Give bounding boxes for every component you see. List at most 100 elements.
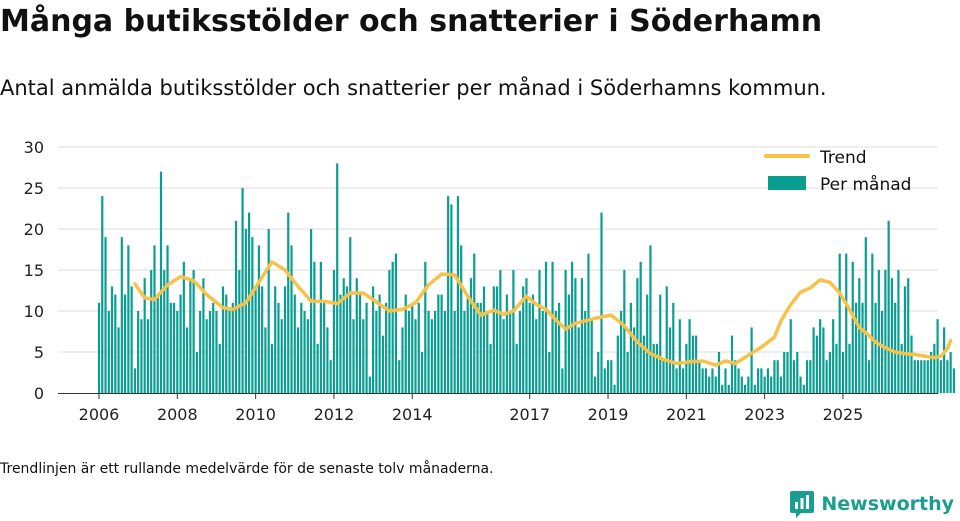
bar (169, 302, 172, 393)
x-axis-ticks: 2006 2008 2010 2012 2014 2017 2019 2021 2023 2025 (79, 393, 863, 424)
bar (199, 311, 202, 393)
bar (877, 270, 880, 393)
bar (486, 311, 489, 393)
bar (805, 360, 809, 393)
bar (815, 335, 818, 393)
bar (417, 302, 420, 393)
brand-name: Newsworthy (821, 493, 954, 515)
bar (848, 343, 851, 393)
bar (561, 368, 564, 393)
bar (861, 302, 864, 393)
bar (290, 245, 293, 393)
bar (254, 286, 257, 393)
bar (287, 212, 290, 393)
bar (580, 278, 584, 393)
bar (616, 335, 619, 393)
legend-bar-label: Per månad (820, 174, 911, 195)
bar (564, 270, 567, 393)
bar (603, 368, 606, 393)
bar (652, 343, 655, 393)
x-tick-label: 2010 (235, 405, 276, 424)
bar (313, 261, 316, 393)
bar (489, 343, 492, 393)
bar (913, 360, 916, 393)
bar (264, 327, 267, 393)
bar (460, 245, 463, 393)
bar (717, 352, 721, 393)
bar (293, 294, 296, 393)
x-tick-label: 2023 (744, 405, 785, 424)
bar (897, 270, 900, 393)
bar (721, 384, 724, 393)
bar (130, 286, 133, 393)
bar (391, 261, 394, 393)
bar (398, 360, 401, 393)
bar (244, 229, 247, 393)
bar (349, 237, 352, 393)
bar (221, 286, 225, 393)
bar (753, 384, 756, 393)
bar (910, 335, 913, 393)
bar (143, 278, 146, 393)
bar (773, 360, 776, 393)
y-tick-label: 25 (24, 179, 44, 198)
bar (828, 352, 832, 393)
bar (841, 352, 845, 393)
bar (770, 376, 773, 393)
bar (407, 311, 411, 393)
bar (926, 360, 929, 393)
bar (734, 360, 737, 393)
bar (642, 335, 646, 393)
y-tick-label: 30 (24, 138, 44, 157)
bar (267, 229, 270, 393)
bar (205, 319, 208, 393)
bar (172, 302, 176, 393)
bar (225, 294, 228, 393)
bar (127, 245, 130, 393)
bar (610, 360, 613, 393)
bar (698, 360, 701, 393)
bar (378, 294, 381, 393)
bar (907, 278, 910, 393)
bar (270, 343, 274, 393)
bar (920, 360, 923, 393)
trend-line (133, 260, 953, 367)
bar (571, 261, 574, 393)
bar (466, 294, 469, 393)
bar (137, 311, 140, 393)
bar (456, 196, 460, 393)
bar (867, 360, 871, 393)
bar (691, 335, 694, 393)
bar (939, 360, 942, 393)
bar (623, 270, 626, 393)
bar (358, 294, 362, 393)
chart-title: Många butiksstölder och snatterier i Söd… (0, 4, 823, 39)
bar (342, 278, 345, 393)
y-tick-label: 5 (34, 343, 44, 362)
bar (639, 261, 642, 393)
bar (212, 302, 215, 393)
bar (900, 343, 903, 393)
bar (890, 278, 894, 393)
bar (633, 327, 636, 393)
bar (783, 352, 786, 393)
bar (619, 311, 623, 393)
bar (283, 286, 287, 393)
bar (306, 319, 309, 393)
bar (858, 278, 861, 393)
bar (675, 368, 678, 393)
bar (339, 294, 342, 393)
bar (695, 335, 698, 393)
bar (613, 384, 616, 393)
bar (182, 261, 185, 393)
bar (463, 311, 466, 393)
bar (871, 253, 874, 393)
bar (241, 188, 244, 393)
bar (838, 253, 841, 393)
bar (440, 294, 443, 393)
x-tick-label: 2008 (157, 405, 198, 424)
bar (186, 327, 189, 393)
bar (600, 212, 603, 393)
chart-subtitle: Antal anmälda butiksstölder och snatteri… (0, 76, 827, 100)
